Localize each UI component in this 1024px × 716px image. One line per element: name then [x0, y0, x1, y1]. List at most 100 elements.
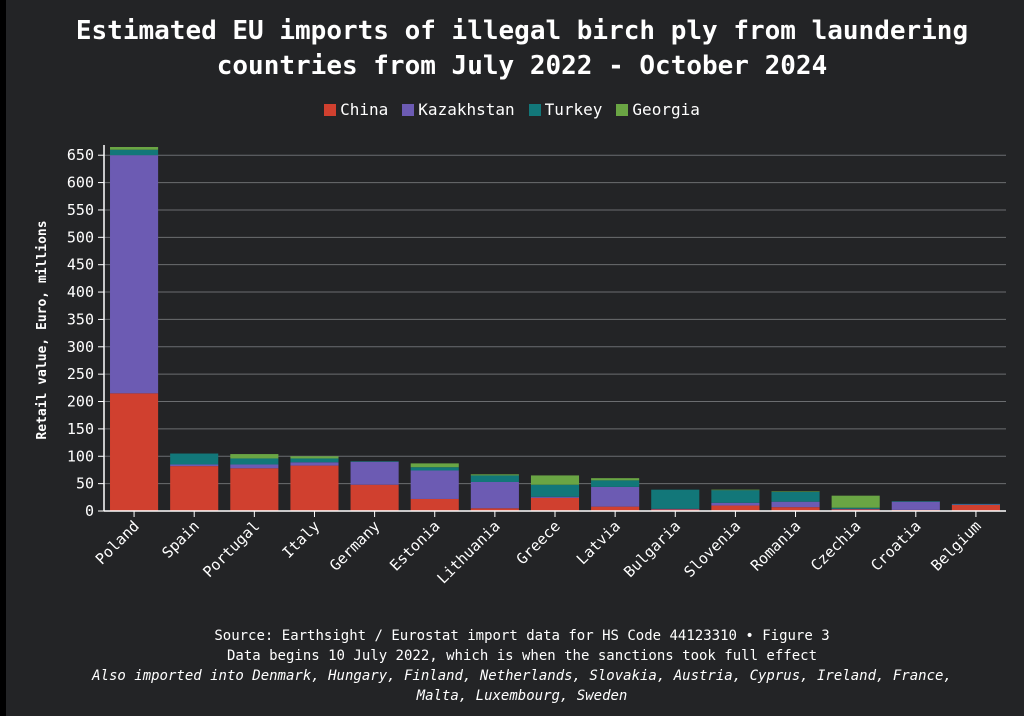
bar-portugal-georgia[interactable] — [230, 454, 279, 459]
bar-spain-kazakhstan[interactable] — [170, 464, 219, 467]
x-tick-label: Portugal — [199, 517, 263, 581]
y-tick-label: 600 — [67, 174, 94, 192]
bar-italy-georgia[interactable] — [290, 456, 339, 459]
x-tick-label: Bulgaria — [620, 517, 684, 581]
bar-greece-china[interactable] — [530, 497, 580, 511]
x-tick-label: Czechia — [807, 517, 864, 574]
axes: 0 50 100 150 200 250 300 350 400 450 500 550 600 650 P… — [67, 145, 1006, 587]
bar-portugal-kazakhstan[interactable] — [230, 464, 279, 469]
x-tick-label: Spain — [158, 517, 203, 562]
x-tick-label: Italy — [279, 517, 324, 562]
bar-slovenia-turkey[interactable] — [711, 490, 760, 503]
bar-germany-china[interactable] — [350, 484, 399, 511]
y-tick-label: 100 — [67, 447, 94, 465]
bar-latvia-china[interactable] — [591, 506, 640, 511]
x-tick-label: Germany — [326, 517, 383, 574]
legend-swatch-georgia — [616, 103, 629, 116]
bar-czechia-kazakhstan[interactable] — [831, 508, 880, 510]
gridlines — [104, 154, 1006, 485]
bar-lithuania-georgia[interactable] — [470, 474, 519, 476]
bar-belgium-china[interactable] — [951, 504, 1000, 511]
bar-romania-china[interactable] — [771, 507, 820, 511]
footer-source: Source: Earthsight / Eurostat import dat… — [214, 628, 830, 644]
bar-greece-georgia[interactable] — [530, 475, 580, 485]
y-tick-label: 250 — [67, 365, 94, 383]
legend-label-turkey: Turkey — [544, 100, 603, 119]
bar-estonia-turkey[interactable] — [410, 467, 459, 471]
y-tick-label: 150 — [67, 420, 94, 438]
y-tick-label: 0 — [85, 502, 94, 520]
bar-slovenia-kazakhstan[interactable] — [711, 502, 760, 506]
bar-latvia-georgia[interactable] — [591, 478, 640, 481]
bar-bulgaria-china[interactable] — [651, 509, 700, 511]
bar-poland-georgia[interactable] — [110, 147, 159, 150]
y-tick-label: 50 — [76, 475, 94, 493]
bar-czechia-china[interactable] — [831, 509, 880, 511]
x-tick-label: Poland — [92, 517, 143, 568]
legend-item-georgia[interactable]: Georgia — [616, 100, 700, 119]
bar-spain-china[interactable] — [170, 466, 219, 511]
bar-lithuania-china[interactable] — [470, 508, 519, 511]
legend-swatch-turkey — [528, 103, 541, 116]
bar-romania-kazakhstan[interactable] — [771, 501, 820, 508]
bar-portugal-turkey[interactable] — [230, 458, 279, 465]
legend-item-turkey[interactable]: Turkey — [528, 100, 603, 119]
bar-poland-kazakhstan[interactable] — [110, 155, 159, 394]
x-tick-label: Lithuania — [433, 517, 503, 587]
bar-estonia-china[interactable] — [410, 498, 459, 511]
bar-italy-kazakhstan[interactable] — [290, 462, 339, 466]
legend-swatch-kazakhstan — [402, 103, 415, 116]
y-axis-label: Retail value, Euro, millions — [35, 220, 50, 439]
y-tick-label: 200 — [67, 393, 94, 411]
bar-italy-china[interactable] — [290, 465, 339, 511]
bar-belgium-kazakhstan[interactable] — [951, 504, 1000, 505]
bar-slovenia-china[interactable] — [711, 505, 760, 511]
bar-belgium-turkey[interactable] — [951, 503, 1000, 505]
left-frame-border — [0, 0, 6, 716]
bar-latvia-turkey[interactable] — [591, 480, 640, 487]
legend-label-georgia: Georgia — [632, 100, 700, 119]
chart-title: Estimated EU imports of illegal birch pl… — [20, 14, 1024, 84]
bar-czechia-turkey[interactable] — [831, 507, 880, 509]
bar-lithuania-kazakhstan[interactable] — [470, 481, 519, 509]
bar-germany-kazakhstan[interactable] — [350, 461, 399, 485]
legend-item-china[interactable]: China — [324, 100, 388, 119]
bar-croatia-kazakhstan[interactable] — [891, 501, 940, 510]
footer-data-note: Data begins 10 July 2022, which is when … — [226, 648, 817, 664]
x-tick-label: Greece — [513, 517, 564, 568]
x-tick-label: Latvia — [573, 517, 624, 568]
bar-lithuania-turkey[interactable] — [470, 475, 519, 482]
bar-czechia-georgia[interactable] — [831, 495, 880, 508]
footer-also-imported-2: Malta, Luxembourg, Sweden — [416, 688, 628, 704]
y-tick-label: 550 — [67, 201, 94, 219]
bars — [110, 147, 1000, 511]
bar-bulgaria-turkey[interactable] — [651, 489, 700, 509]
bar-italy-turkey[interactable] — [290, 458, 339, 463]
bar-latvia-kazakhstan[interactable] — [591, 486, 640, 507]
y-tick-label: 350 — [67, 310, 94, 328]
footer-also-imported-1: Also imported into Denmark, Hungary, Fin… — [92, 668, 952, 684]
bar-estonia-georgia[interactable] — [410, 463, 459, 468]
bar-greece-kazakhstan[interactable] — [530, 496, 580, 498]
bar-poland-china[interactable] — [110, 393, 159, 511]
chart-title-line-2: countries from July 2022 - October 2024 — [216, 51, 828, 81]
x-tick-label: Estonia — [386, 517, 443, 574]
bar-slovenia-georgia[interactable] — [711, 489, 760, 491]
legend-swatch-china — [324, 103, 337, 116]
bar-portugal-china[interactable] — [230, 468, 279, 511]
bar-greece-turkey[interactable] — [530, 484, 580, 497]
x-tick-label: Slovenia — [680, 517, 744, 581]
bar-bulgaria-kazakhstan[interactable] — [651, 508, 700, 510]
bar-croatia-turkey[interactable] — [891, 501, 940, 502]
x-tick-label: Romania — [747, 517, 804, 574]
y-tick-label: 300 — [67, 338, 94, 356]
bar-germany-turkey[interactable] — [350, 461, 399, 462]
bar-spain-turkey[interactable] — [170, 453, 219, 465]
legend-item-kazakhstan[interactable]: Kazakhstan — [402, 100, 515, 119]
bar-poland-turkey[interactable] — [110, 149, 159, 156]
bar-estonia-kazakhstan[interactable] — [410, 470, 459, 499]
bar-romania-georgia[interactable] — [771, 491, 820, 492]
bar-romania-turkey[interactable] — [771, 491, 820, 502]
x-tick-label: Belgium — [927, 517, 984, 574]
